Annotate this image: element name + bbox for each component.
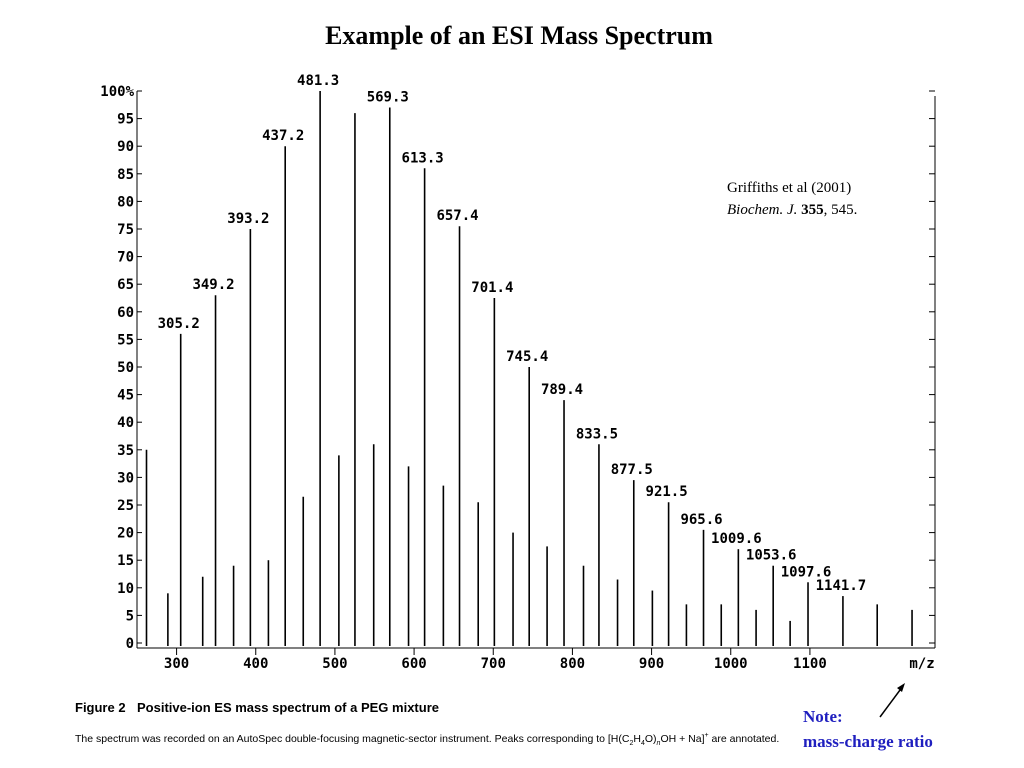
peak-label: 745.4: [506, 349, 548, 365]
x-tick-label: 700: [481, 656, 506, 672]
peak-label: 1009.6: [711, 531, 762, 547]
peak-label: 789.4: [541, 382, 583, 398]
x-tick-label: 500: [322, 656, 347, 672]
volume: 355: [801, 202, 824, 218]
citation-authors: Griffiths et al (2001): [727, 180, 851, 196]
peak-label: 965.6: [680, 512, 722, 528]
y-tick-label: 85: [117, 167, 134, 183]
peak-label: 569.3: [367, 90, 409, 106]
peak-label: 305.2: [158, 316, 200, 332]
note-arrow: [879, 685, 904, 718]
y-tick-label: 60: [117, 305, 134, 321]
y-tick-label: 35: [117, 443, 134, 459]
x-tick-label: 1000: [714, 656, 748, 672]
peak-label: 349.2: [192, 277, 234, 293]
x-axis-label: m/z: [909, 656, 934, 672]
figure-title: Positive-ion ES mass spectrum of a PEG m…: [137, 700, 439, 715]
subscript: 2: [629, 740, 633, 747]
y-tick-label: 10: [117, 581, 134, 597]
peak-label: 833.5: [576, 426, 618, 442]
y-tick-label: 100%: [100, 84, 134, 100]
peak-label: 613.3: [402, 150, 444, 166]
y-tick-label: 40: [117, 415, 134, 431]
text: are annotated.: [709, 733, 780, 745]
y-tick-label: 45: [117, 388, 134, 404]
y-tick-label: 55: [117, 332, 134, 348]
y-tick-label: 20: [117, 526, 134, 542]
text: The spectrum was recorded on an AutoSpec…: [75, 733, 630, 745]
y-tick-label: 0: [126, 636, 134, 652]
journal: Biochem. J.: [727, 202, 797, 218]
plot: 0 5 10 15 20 25 30 35 40 45 50 55 60 65 70 75 80 85 90 95 10…: [100, 73, 935, 672]
subscript: 4: [641, 740, 645, 747]
figure-description: The spectrum was recorded on an AutoSpec…: [75, 732, 779, 747]
subscript: n: [657, 740, 661, 747]
y-tick-label: 65: [117, 277, 134, 293]
y-tick-label: 25: [117, 498, 134, 514]
y-tick-label: 5: [126, 608, 134, 624]
peak-label: 657.4: [436, 208, 478, 224]
peak-label: 701.4: [471, 280, 513, 296]
peak-label: 1141.7: [816, 578, 867, 594]
peak-label: 921.5: [646, 484, 688, 500]
x-tick-label: 400: [243, 656, 268, 672]
y-tick-label: 50: [117, 360, 134, 376]
note-text: mass-charge ratio: [803, 732, 933, 751]
y-tick-label: 95: [117, 112, 134, 128]
peak-label: 1053.6: [746, 548, 797, 564]
y-tick-label: 15: [117, 553, 134, 569]
peak-label: 437.2: [262, 128, 304, 144]
text: H: [633, 733, 641, 745]
figure-label: Figure 2: [75, 700, 126, 715]
x-tick-label: 900: [639, 656, 664, 672]
slide-title: Example of an ESI Mass Spectrum: [325, 21, 713, 50]
y-tick-label: 90: [117, 139, 134, 155]
y-tick-label: 30: [117, 470, 134, 486]
note-arrowhead: [897, 683, 905, 692]
superscript: +: [705, 732, 709, 739]
pages: , 545.: [824, 202, 858, 218]
x-tick-label: 1100: [793, 656, 827, 672]
y-tick-label: 80: [117, 194, 134, 210]
x-tick-label: 600: [401, 656, 426, 672]
text: O): [645, 733, 657, 745]
peak-label: 481.3: [297, 73, 339, 89]
text: OH + Na]: [660, 733, 704, 745]
peak-label: 877.5: [611, 462, 653, 478]
x-tick-label: 800: [560, 656, 585, 672]
y-tick-label: 75: [117, 222, 134, 238]
x-tick-label: 300: [164, 656, 189, 672]
peak-label: 393.2: [227, 211, 269, 227]
citation-source: Biochem. J. 355, 545.: [727, 202, 857, 218]
peak-label: 1097.6: [781, 564, 832, 580]
note-label: Note:: [803, 707, 843, 726]
y-tick-label: 70: [117, 250, 134, 266]
